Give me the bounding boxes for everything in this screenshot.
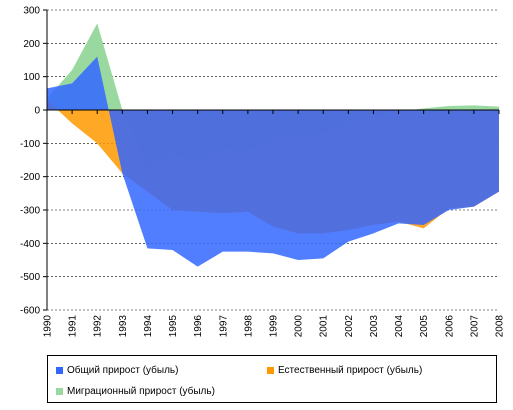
y-tick-label: 0 bbox=[34, 106, 40, 117]
area-series-2 bbox=[47, 56, 499, 267]
legend-swatch-migration bbox=[56, 388, 63, 395]
y-tick-label: 200 bbox=[23, 39, 40, 50]
x-tick-label: 2008 bbox=[495, 315, 506, 338]
legend-swatch-total bbox=[56, 367, 63, 374]
x-tick-label: 2004 bbox=[394, 315, 405, 338]
x-tick-label: 2005 bbox=[419, 315, 430, 338]
x-tick-label: 1999 bbox=[269, 315, 280, 338]
y-tick-label: -100 bbox=[20, 139, 40, 150]
x-tick-label: 2006 bbox=[444, 315, 455, 338]
legend-label-natural: Естественный прирост (убыль) bbox=[278, 365, 423, 376]
x-tick-label: 1997 bbox=[218, 315, 229, 338]
y-tick-label: -600 bbox=[20, 306, 40, 317]
x-tick-labels: 1990 1991 1992 1993 1994 1995 1996 1997 1998 1999… bbox=[43, 315, 506, 338]
x-tick-label: 2000 bbox=[294, 315, 305, 338]
y-tick-label: -300 bbox=[20, 206, 40, 217]
x-tick-label: 1992 bbox=[93, 315, 104, 338]
y-tick-labels: 300 200 100 0 -100 -200 -300 -400 -500 -600 bbox=[20, 6, 40, 317]
legend-item-natural: Естественный прирост (убыль) bbox=[267, 365, 422, 376]
x-tick-label: 2001 bbox=[319, 315, 330, 338]
legend-label-total: Общий прирост (убыль) bbox=[67, 365, 179, 376]
x-tick-label: 1994 bbox=[143, 315, 154, 338]
y-tick-label: 300 bbox=[23, 6, 40, 17]
x-tick-label: 1995 bbox=[168, 315, 179, 338]
x-tick-label: 1991 bbox=[68, 315, 79, 338]
y-tick-label: -200 bbox=[20, 172, 40, 183]
legend-label-migration: Миграционный прирост (убыль) bbox=[67, 386, 215, 397]
x-tick-label: 2003 bbox=[369, 315, 380, 338]
y-tick-label: -500 bbox=[20, 272, 40, 283]
legend: Общий прирост (убыль) Естественный приро… bbox=[47, 355, 497, 403]
x-tick-label: 1990 bbox=[43, 315, 54, 338]
legend-swatch-natural bbox=[267, 367, 274, 374]
legend-item-migration: Миграционный прирост (убыль) bbox=[56, 386, 215, 397]
x-tick-label: 1996 bbox=[193, 315, 204, 338]
x-tick-label: 1993 bbox=[118, 315, 129, 338]
axes bbox=[43, 9, 500, 311]
x-tick-label: 2002 bbox=[344, 315, 355, 338]
x-tick-label: 1998 bbox=[243, 315, 254, 338]
x-tick-label: 2007 bbox=[469, 315, 480, 338]
series-areas bbox=[47, 23, 499, 267]
legend-item-total: Общий прирост (убыль) bbox=[56, 365, 178, 376]
y-tick-label: 100 bbox=[23, 72, 40, 83]
y-tick-label: -400 bbox=[20, 239, 40, 250]
